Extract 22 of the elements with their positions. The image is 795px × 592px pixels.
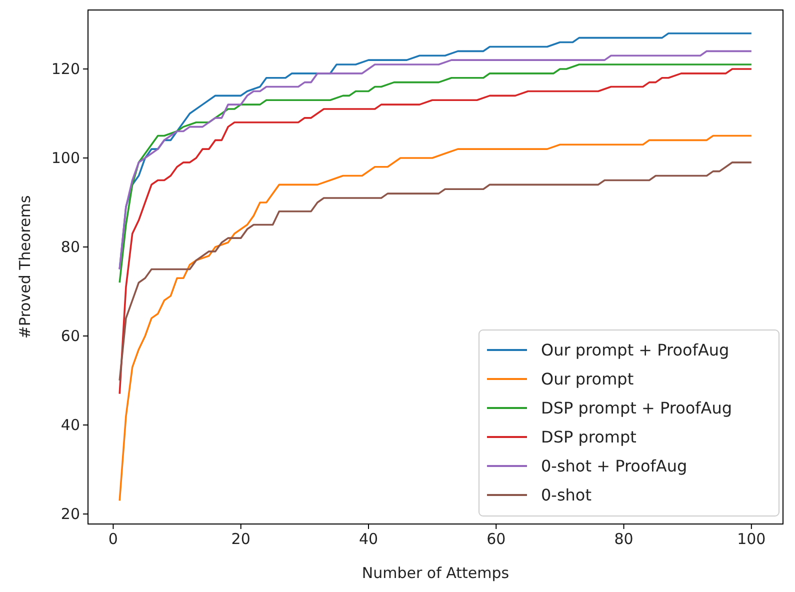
- legend-label: DSP prompt: [541, 428, 636, 447]
- legend-label: Our prompt + ProofAug: [541, 340, 730, 360]
- legend-label: 0-shot: [541, 486, 592, 505]
- x-tick-label: 60: [486, 530, 506, 548]
- y-tick-label: 20: [60, 505, 80, 524]
- line-series: [118, 134, 752, 502]
- y-axis-title: #Proved Theorems: [16, 195, 34, 339]
- legend-label: Our prompt: [541, 370, 634, 389]
- x-tick-label: 40: [358, 530, 378, 548]
- legend-label: 0-shot + ProofAug: [541, 456, 688, 476]
- x-tick-label: 0: [108, 530, 118, 548]
- legend-label: DSP prompt + ProofAug: [541, 398, 732, 418]
- x-tick-label: 100: [737, 530, 766, 548]
- x-tick-label: 80: [614, 530, 634, 548]
- y-tick-label: 40: [60, 416, 80, 434]
- y-tick-label: 80: [60, 238, 80, 256]
- y-tick-label: 100: [51, 149, 80, 168]
- y-tick-label: 120: [51, 60, 80, 78]
- x-axis-title: Number of Attemps: [362, 564, 510, 582]
- line-series: [118, 68, 752, 395]
- y-tick-label: 60: [60, 327, 80, 346]
- x-tick-label: 20: [231, 530, 250, 548]
